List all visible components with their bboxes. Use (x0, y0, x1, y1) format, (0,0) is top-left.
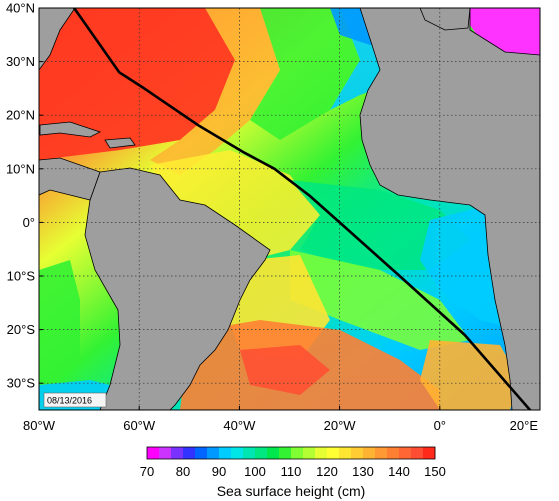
latitude-tick-label: 30°N (6, 54, 35, 69)
colorbar-tick-label: 80 (176, 464, 190, 479)
land-central-america (39, 157, 101, 201)
colorbar-cell (207, 447, 220, 459)
ssh-green-north (250, 8, 360, 140)
colorbar-cell (291, 447, 304, 459)
longitude-axis: 80°W 60°W 40°W 20°W 0° 20°E (23, 406, 541, 433)
ssh-orange-southeast (420, 340, 520, 410)
colorbar-cell (279, 447, 292, 459)
colorbar-tick-label: 150 (424, 464, 446, 479)
land-south-america (84, 167, 271, 410)
colorbar-tick-labels: 70 80 90 100 110 120 130 140 150 (140, 464, 446, 479)
date-stamp-text: 08/13/2016 (47, 396, 92, 406)
land-masses (39, 8, 540, 410)
colorbar-tick-label: 130 (352, 464, 374, 479)
ssh-orange-band (150, 8, 280, 175)
ssh-red-south (240, 345, 330, 395)
latitude-tick-label: 30°S (7, 376, 36, 391)
latitude-tick-label: 20°N (6, 108, 35, 123)
colorbar-tick-label: 90 (212, 464, 226, 479)
latitude-tick-label: 40°N (6, 1, 35, 16)
map-frame (38, 7, 541, 411)
latitude-tick-label: 20°S (7, 322, 36, 337)
colorbar-cell (195, 447, 208, 459)
colorbar: 70 80 90 100 110 120 130 140 150 Sea surface hei… (140, 446, 446, 499)
colorbar-tick-label: 110 (281, 464, 302, 479)
colorbar-title: Sea surface height (cm) (217, 483, 366, 499)
colorbar-tick-label: 140 (388, 464, 410, 479)
colorbar-cell (159, 447, 172, 459)
longitude-tick-label: 0° (434, 418, 446, 433)
colorbar-cell (339, 447, 352, 459)
colorbar-cell (411, 447, 424, 459)
latitude-axis: 40°N 30°N 20°N 10°N 0° 10°S 20°S 30°S (6, 1, 43, 391)
land-iberia (419, 8, 471, 31)
colorbar-cell (267, 447, 280, 459)
map-plot-area (39, 8, 540, 410)
latitude-tick-label: 0° (23, 215, 35, 230)
longitude-tick-label: 60°W (123, 418, 156, 433)
latitude-tick-label: 10°S (7, 269, 36, 284)
colorbar-cell (231, 447, 244, 459)
colorbar-tick-label: 70 (140, 464, 154, 479)
colorbar-cell (399, 447, 412, 459)
land-cuba (39, 121, 102, 138)
colorbar-cell (363, 447, 376, 459)
longitude-tick-label: 80°W (23, 418, 56, 433)
longitude-tick-label: 20°W (324, 418, 357, 433)
colorbar-cell (351, 447, 364, 459)
colorbar-cell (423, 447, 436, 459)
colorbar-cell (375, 447, 388, 459)
land-hispaniola (104, 137, 136, 149)
ssh-green-southcentral (290, 250, 470, 350)
colorbar-cell (243, 447, 256, 459)
land-africa (359, 8, 540, 410)
longitude-tick-label: 20°E (510, 418, 539, 433)
colorbar-cell (219, 447, 232, 459)
colorbar-frame (146, 446, 436, 460)
colorbar-cells (147, 447, 436, 459)
colorbar-cell (255, 447, 268, 459)
ssh-yellow-equator (150, 150, 320, 260)
coordinate-grid (39, 8, 540, 410)
colorbar-cell (315, 447, 328, 459)
ssh-green-southwest (39, 260, 80, 390)
colorbar-cell (303, 447, 316, 459)
colorbar-cell (171, 447, 184, 459)
colorbar-cell (147, 447, 160, 459)
latitude-tick-label: 10°N (6, 161, 35, 176)
ship-track-line (72, 8, 532, 410)
date-stamp: 08/13/2016 (43, 392, 107, 408)
colorbar-cell (387, 447, 400, 459)
colorbar-cell (327, 447, 340, 459)
land-north-america (39, 8, 76, 71)
ssh-field (39, 8, 540, 410)
colorbar-cell (183, 447, 196, 459)
longitude-tick-label: 40°W (223, 418, 256, 433)
colorbar-tick-label: 120 (316, 464, 338, 479)
colorbar-tick-label: 100 (244, 464, 266, 479)
date-stamp-box (43, 392, 107, 408)
